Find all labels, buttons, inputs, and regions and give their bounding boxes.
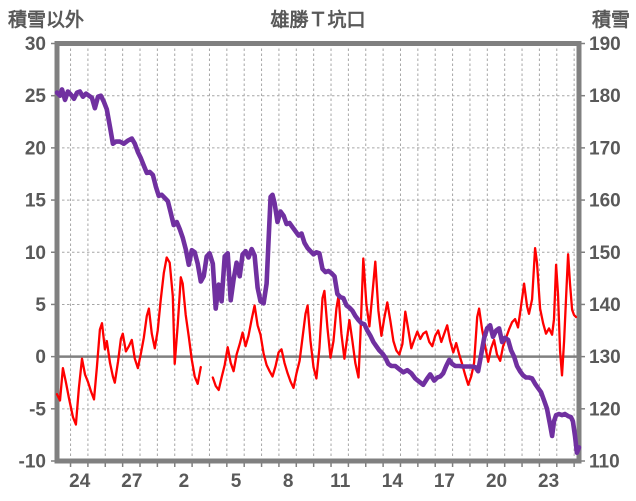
right-axis-tick-label: 120	[589, 399, 621, 420]
x-axis-label: 23	[538, 471, 559, 492]
x-axis-label: 11	[330, 471, 351, 492]
left-axis-tick-label: -5	[29, 399, 46, 420]
right-axis-tick-label: 140	[589, 295, 621, 316]
x-axis-label: 14	[382, 471, 404, 492]
right-axis-tick-label: 130	[589, 347, 621, 368]
x-axis-label: 24	[69, 471, 91, 492]
right-axis-tick-label: 190	[589, 34, 621, 55]
right-axis-tick-label: 110	[589, 452, 620, 473]
chart-title: 雄勝Ｔ坑口	[270, 10, 366, 31]
right-axis-tick-label: 180	[589, 86, 621, 107]
left-axis-tick-label: 10	[25, 243, 46, 264]
left-axis-tick-label: 15	[25, 191, 47, 212]
left-axis-tick-label: -10	[19, 452, 46, 473]
left-axis-tick-label: 30	[25, 34, 46, 55]
purple-right-axis-series	[54, 87, 582, 455]
red-left-axis-series	[55, 246, 578, 426]
left-axis-tick-label: 20	[25, 138, 46, 159]
right-axis-title: 積雪	[591, 10, 630, 31]
x-axis-label: 27	[121, 471, 142, 492]
x-axis-label: 20	[486, 471, 507, 492]
left-axis-title: 積雪以外	[8, 10, 85, 31]
x-axis-label: 5	[231, 471, 242, 492]
left-axis-tick-label: 25	[25, 86, 47, 107]
left-axis-tick-label: 5	[35, 295, 46, 316]
x-axis-label: 2	[179, 471, 190, 492]
right-axis-tick-label: 160	[589, 191, 621, 212]
x-axis-label: 17	[434, 471, 455, 492]
right-axis-tick-label: 170	[589, 138, 621, 159]
x-axis-label: 8	[283, 471, 294, 492]
right-axis-tick-label: 150	[589, 243, 621, 264]
left-axis-tick-label: 0	[35, 347, 46, 368]
